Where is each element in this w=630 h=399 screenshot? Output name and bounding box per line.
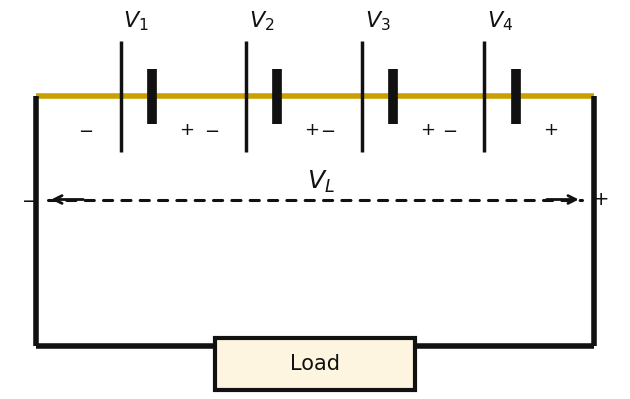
Text: $+$: $+$ [542,121,558,139]
Text: $V_{4}$: $V_{4}$ [487,10,513,33]
Text: $-$: $-$ [204,121,219,139]
Text: $+$: $+$ [179,121,194,139]
Text: $+$: $+$ [592,190,609,209]
Text: $-$: $-$ [79,121,94,139]
Text: $-$: $-$ [442,121,457,139]
Text: $V_{2}$: $V_{2}$ [249,10,275,33]
Text: $+$: $+$ [420,121,435,139]
Text: Load: Load [290,354,340,374]
Text: $V_{1}$: $V_{1}$ [123,10,149,33]
Text: $V_{3}$: $V_{3}$ [365,10,391,33]
Text: $-$: $-$ [320,121,335,139]
Text: $-$: $-$ [21,190,38,209]
Text: $+$: $+$ [304,121,319,139]
Bar [215,338,415,390]
Text: $V_L$: $V_L$ [307,168,335,195]
